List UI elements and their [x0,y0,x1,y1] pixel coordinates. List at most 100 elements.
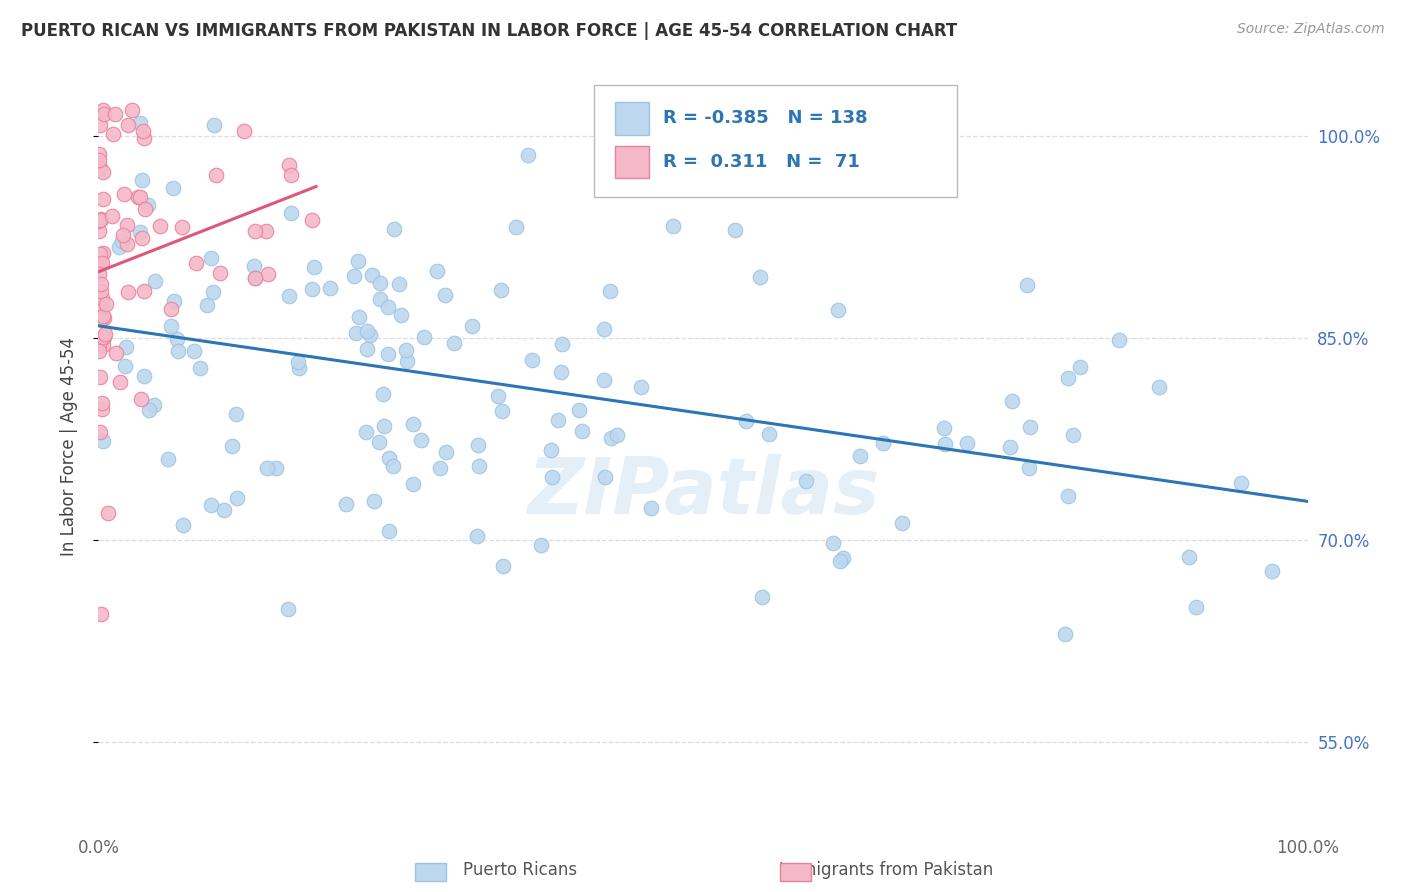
Point [190,361,212,376]
Point [1018,420,1040,434]
Point [541,470,564,484]
Point [412,330,434,344]
Point [101,127,124,141]
Point [108,240,131,254]
Y-axis label: In Labor Force | Age 45-54: In Labor Force | Age 45-54 [59,336,77,556]
Point [256,461,278,475]
Point [132,130,155,145]
Point [359,328,381,343]
Point [347,253,370,268]
Point [550,365,572,379]
Point [443,335,465,350]
Point [1053,627,1076,641]
Point [87,224,110,238]
Point [377,450,399,465]
Point [96,297,118,311]
Point [724,223,747,237]
Point [134,285,156,299]
Point [183,344,205,359]
Point [90,401,112,416]
Point [245,271,267,285]
Point [200,251,222,265]
Point [395,343,418,357]
Point [264,461,287,475]
Point [434,288,457,302]
Point [162,181,184,195]
Point [491,404,513,418]
Point [121,103,143,117]
Point [540,443,562,458]
Point [117,118,139,132]
Point [89,369,111,384]
Point [382,459,405,474]
Point [640,501,662,516]
Point [91,103,114,117]
Point [90,296,112,310]
Point [467,529,489,543]
Point [111,228,134,243]
Point [117,285,139,300]
Point [890,516,912,530]
Point [277,289,299,303]
Point [368,293,391,307]
Point [89,119,111,133]
Point [170,219,193,234]
Point [1057,371,1080,385]
Point [200,498,222,512]
Point [599,431,621,445]
Point [1178,550,1201,565]
Point [186,256,208,270]
Point [1062,428,1084,442]
Point [517,148,540,162]
Point [89,267,111,281]
Point [111,234,134,248]
Point [163,294,186,309]
Point [1001,394,1024,409]
Point [832,550,855,565]
Point [748,270,770,285]
Point [547,412,569,426]
Point [402,417,425,431]
Point [221,439,243,453]
Point [132,368,155,383]
Point [205,168,228,182]
Point [373,418,395,433]
Point [143,275,166,289]
Point [91,246,114,260]
Point [354,425,377,439]
Point [93,165,115,179]
Point [89,212,111,227]
Text: PUERTO RICAN VS IMMIGRANTS FROM PAKISTAN IN LABOR FORCE | AGE 45-54 CORRELATION : PUERTO RICAN VS IMMIGRANTS FROM PAKISTAN… [21,22,957,40]
Point [160,301,183,316]
Point [91,434,114,448]
Point [849,449,872,463]
Point [356,342,378,356]
Point [522,353,544,368]
Point [1230,476,1253,491]
Point [254,224,277,238]
Point [505,219,527,234]
Point [132,124,155,138]
Point [335,498,357,512]
Point [100,210,122,224]
Point [489,283,512,297]
Point [823,535,845,549]
Point [734,414,756,428]
Point [751,590,773,604]
Point [434,445,457,459]
Point [389,308,412,322]
Point [280,206,302,220]
Point [89,425,111,439]
Point [1018,461,1040,475]
Point [347,310,370,324]
Point [429,461,451,475]
Point [319,281,342,295]
Point [87,339,110,353]
Point [209,266,232,280]
Point [129,392,152,406]
Point [149,219,172,233]
Point [257,267,280,281]
Point [388,277,411,291]
Point [87,214,110,228]
Point [486,389,509,403]
